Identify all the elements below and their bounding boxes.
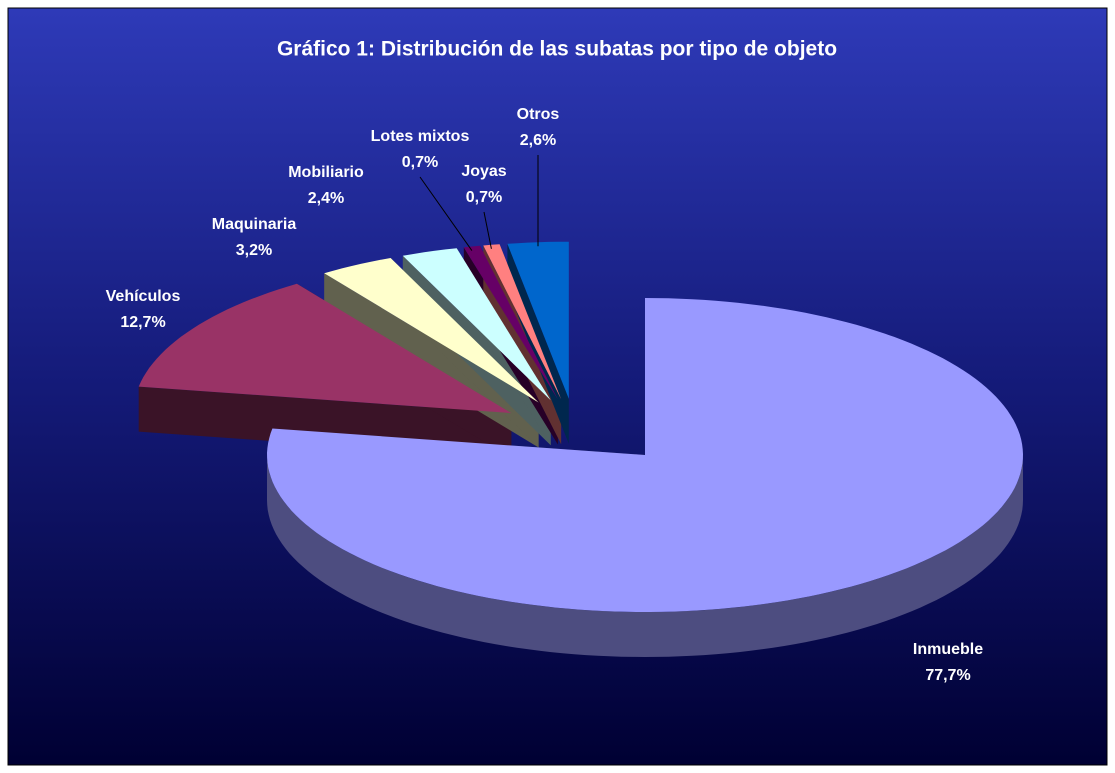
slice-value-label: 0,7%: [466, 189, 502, 206]
slice: [483, 244, 562, 400]
slice-label: Maquinaria: [212, 216, 297, 233]
leader-line: [483, 211, 492, 249]
slice: [402, 248, 551, 401]
chart-title: Gráfico 1: Distribución de las subatas p…: [277, 38, 837, 61]
slice-label: Vehículos: [106, 288, 181, 305]
slice-value-label: 2,4%: [308, 190, 344, 207]
slice-label: Lotes mixtos: [371, 128, 470, 145]
slice-label: Joyas: [461, 163, 506, 180]
slice-value-label: 3,2%: [236, 242, 272, 259]
slice-value-label: 0,7%: [402, 154, 438, 171]
slice: [463, 245, 558, 400]
labels: Inmueble 77,7% Vehículos 12,7% Maquinaria 3,2…: [106, 106, 984, 684]
slice: [138, 283, 512, 414]
slice-label: Inmueble: [913, 641, 983, 658]
slice-value-label: 2,6%: [520, 132, 556, 149]
slice-value-label: 12,7%: [120, 314, 165, 331]
slice-tops: [138, 241, 1023, 612]
slice: [324, 258, 539, 403]
slice-label: Mobiliario: [288, 164, 364, 181]
slice-label: Otros: [517, 106, 560, 123]
slice-wall: [267, 455, 1023, 657]
slice: [507, 241, 569, 399]
leader-line: [419, 176, 473, 251]
slice-value-label: 77,7%: [925, 667, 970, 684]
slice: [267, 298, 1023, 612]
